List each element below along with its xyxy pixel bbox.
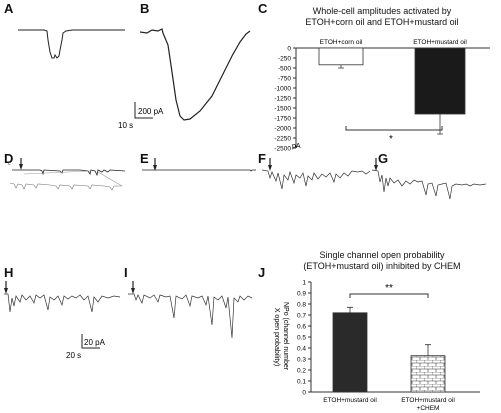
chart-c-bar — [414, 47, 466, 115]
chart-c-error-bar — [338, 64, 344, 69]
chart-c-y-tick-label: -1750 — [274, 116, 291, 123]
trace-b — [139, 28, 251, 121]
scalebar-bottom — [81, 334, 100, 349]
chart-c-category-label: ETOH+corn oil — [320, 39, 363, 46]
chart-j-bar — [410, 355, 446, 393]
trace-d: c — [8, 158, 126, 191]
chart-c-y-tick-label: -750 — [278, 76, 291, 83]
chart-j-title-line2: (ETOH+mustard oil) inhibited by CHEM — [303, 261, 461, 271]
trace-i — [128, 281, 253, 339]
chart-j-bar — [332, 312, 368, 393]
panel-label-c: C — [258, 1, 268, 16]
chart-j-y-tick-label: 0.7 — [297, 313, 306, 320]
trace-e — [142, 158, 256, 172]
chart-c-y-tick-label: -1000 — [274, 86, 291, 93]
scalebar-top — [134, 102, 153, 119]
panel-label-g: G — [378, 151, 389, 166]
chart-j: 0 0.1 0.2 0.3 0.4 0.5 0.6 0.7 0.8 0.9 1 ETOH+musta… — [273, 280, 480, 412]
chart-c-error-bar — [437, 114, 443, 135]
chart-j-y-tick-label: 0.3 — [297, 357, 306, 364]
chart-j-y-axis-label-line1: NPo (channel number — [282, 302, 289, 371]
chart-c-bar — [318, 47, 364, 66]
trace-i-arrow — [131, 288, 135, 294]
trace-f-arrow — [268, 165, 272, 171]
trace-d-mark: c — [8, 161, 11, 167]
chart-c-y-tick-label: -1250 — [274, 96, 291, 103]
chart-j-y-tick-label: 0.1 — [297, 379, 306, 386]
chart-c-y-tick-label: -1500 — [274, 106, 291, 113]
chart-c-significance-bracket — [345, 126, 443, 131]
chart-j-y-axis-label-line2: X open probability) — [273, 308, 280, 366]
chart-j-title: Single channel open probability (ETOH+mu… — [266, 250, 498, 272]
chart-j-significance-marker: ** — [385, 283, 393, 294]
panel-label-i: I — [124, 265, 128, 280]
chart-j-error-bar — [347, 306, 353, 313]
trace-d-arrow — [19, 164, 23, 170]
chart-j-y-tick-label: 1 — [302, 280, 306, 287]
chart-c-y-tick-label: -250 — [278, 56, 291, 63]
panel-label-a: A — [4, 1, 14, 16]
chart-j-error-bar — [425, 344, 431, 356]
chart-c-y-tick-label: -500 — [278, 66, 291, 73]
chart-c-title: Whole-cell amplitudes activated by ETOH+… — [266, 6, 498, 28]
chart-j-category-label-line: ETOH+mustard oil — [401, 397, 455, 404]
panel-label-b: B — [140, 1, 150, 16]
trace-a — [18, 29, 125, 59]
chart-c-title-line2: ETOH+corn oil and ETOH+mustard oil — [305, 17, 459, 27]
chart-j-title-line1: Single channel open probability — [319, 250, 445, 260]
chart-c-significance-marker: * — [389, 134, 393, 145]
chart-j-category-label-line: ETOH+mustard oil — [323, 397, 377, 404]
chart-j-y-tick-label: 0.4 — [297, 346, 306, 353]
chart-c: 0 -250 -500 -750 -1000 -1250 -1500 -1750 -2000 -2… — [274, 39, 490, 153]
chart-j-category-label: ETOH+mustard oil +CHEM — [401, 397, 455, 412]
chart-j-y-tick-label: 0.9 — [297, 291, 306, 298]
panel-label-f: F — [258, 151, 266, 166]
panel-label-j: J — [258, 265, 266, 280]
scalebar-top-y-label: 200 pA — [138, 107, 164, 116]
panel-label-e: E — [140, 151, 149, 166]
chart-j-y-tick-label: 0.6 — [297, 324, 306, 331]
trace-g-arrow — [374, 165, 378, 171]
chart-j-y-tick-label: 0.8 — [297, 302, 306, 309]
chart-c-y-tick-label: -2500 — [274, 146, 291, 153]
chart-c-title-line1: Whole-cell amplitudes activated by — [312, 6, 452, 16]
chart-c-y-tick-label: -2250 — [274, 136, 291, 143]
chart-c-y-tick-label: -2000 — [274, 126, 291, 133]
scalebar-bottom-y-label: 20 pA — [84, 338, 106, 347]
scalebar-top-x-label: 10 s — [118, 121, 133, 130]
chart-j-y-tick-label: 0.5 — [297, 335, 306, 342]
chart-j-y-axis-label: NPo (channel number X open probability) — [273, 302, 289, 372]
chart-c-y-axis-label: pA — [292, 143, 301, 150]
chart-j-category-label: ETOH+mustard oil — [323, 397, 377, 404]
panel-label-h: H — [4, 265, 14, 280]
trace-h-arrow — [4, 288, 8, 294]
trace-e-arrow — [153, 165, 157, 171]
trace-h — [4, 281, 121, 313]
chart-j-category-label-line: +CHEM — [417, 405, 440, 412]
chart-j-y-tick-label: 0.2 — [297, 368, 306, 375]
trace-g — [371, 158, 487, 200]
scalebar-bottom-x-label: 20 s — [66, 351, 81, 360]
panel-label-d: D — [4, 151, 14, 166]
chart-c-y-tick-label: 0 — [287, 46, 291, 53]
chart-c-category-label: ETOH+mustard oil — [413, 39, 467, 46]
chart-j-significance-bracket — [349, 293, 429, 298]
chart-j-y-tick-label: 0 — [302, 390, 306, 397]
trace-f — [261, 158, 371, 190]
